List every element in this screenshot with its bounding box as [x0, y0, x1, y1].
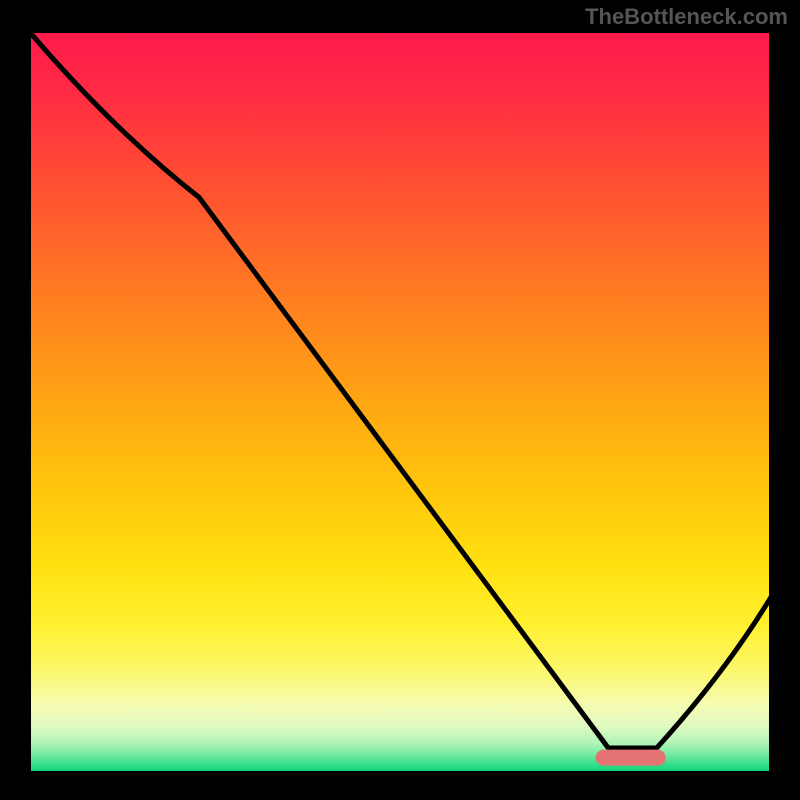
chart-svg — [0, 0, 800, 800]
valley-marker — [596, 750, 666, 766]
chart-container: TheBottleneck.com — [0, 0, 800, 800]
plot-gradient-background — [28, 30, 772, 774]
watermark-text: TheBottleneck.com — [585, 4, 788, 30]
